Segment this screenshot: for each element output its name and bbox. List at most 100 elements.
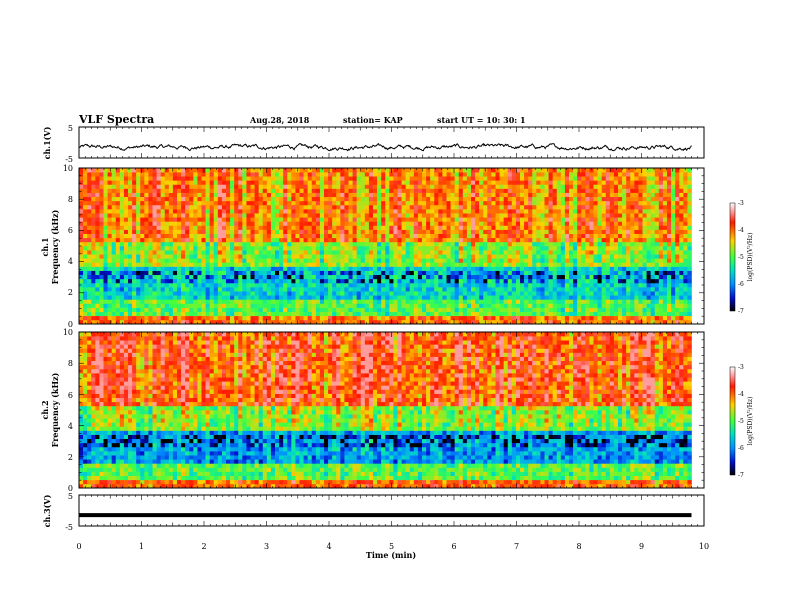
spectrogram-cell <box>397 262 402 267</box>
spectrogram-cell <box>679 295 684 300</box>
spectrogram-cell <box>483 204 488 210</box>
spectrogram-cell <box>168 237 174 243</box>
spectrogram-cell <box>675 274 680 280</box>
spectrogram-cell <box>613 287 619 292</box>
spectrogram-cell <box>438 209 443 214</box>
spectrogram-cell <box>569 266 574 271</box>
spectrogram-cell <box>683 237 688 243</box>
spectrogram-cell <box>328 311 333 317</box>
spectrogram-cell <box>152 246 157 251</box>
spectrogram-cell <box>148 196 153 202</box>
spectrogram-cell <box>511 209 517 214</box>
spectrogram-cell <box>205 274 210 280</box>
spectrogram-cell <box>364 270 370 276</box>
spectrogram-cell <box>107 303 112 308</box>
spectrogram-cell <box>593 291 598 296</box>
spectrogram-cell <box>401 287 406 292</box>
spectrogram-cell <box>560 282 566 288</box>
spectrogram-cell <box>364 250 370 255</box>
spectrogram-cell <box>299 266 304 271</box>
spectrogram-cell <box>295 225 300 230</box>
spectrogram-cell <box>564 266 570 271</box>
spectrogram-cell <box>91 258 96 263</box>
spectrogram-cell <box>201 266 206 271</box>
spectrogram-cell <box>564 246 570 251</box>
spectrogram-cell <box>524 266 529 271</box>
spectrogram-cell <box>434 307 439 312</box>
spectrogram-cell <box>262 213 268 218</box>
spectrogram-cell <box>503 200 509 206</box>
spectrogram-cell <box>422 229 427 234</box>
spectrogram-cell <box>577 262 582 267</box>
spectrogram-cell <box>172 266 178 271</box>
spectrogram-cell <box>389 225 394 230</box>
spectrogram-cell <box>103 270 108 276</box>
spectrogram-cell <box>242 303 247 308</box>
spectrogram-cell <box>662 311 668 317</box>
spectrogram-cell <box>262 254 268 259</box>
spectrogram-cell <box>442 307 447 312</box>
spectrogram-cell <box>258 192 264 198</box>
spectrogram-cell <box>201 311 206 317</box>
spectrogram-cell <box>287 262 292 267</box>
spectrogram-cell <box>405 258 411 263</box>
spectrogram-cell <box>552 200 558 206</box>
spectrogram-cell <box>99 266 104 271</box>
spectrogram-cell <box>548 192 553 198</box>
spectrogram-cell <box>556 209 562 214</box>
spectrogram-cell <box>368 311 374 317</box>
spectrogram-cell <box>618 303 623 308</box>
spectrogram-cell <box>344 192 349 198</box>
spectrogram-cell <box>507 192 513 198</box>
spectrogram-cell <box>540 311 545 317</box>
spectrogram-cell <box>446 196 451 202</box>
spectrogram-cell <box>556 274 562 280</box>
spectrogram-cell <box>658 307 664 312</box>
spectrogram-cell <box>458 295 464 300</box>
spectrogram-cell <box>597 200 602 206</box>
spectrogram-cell <box>303 315 308 321</box>
spectrogram-cell <box>352 262 357 267</box>
spectrogram-cell <box>393 237 398 243</box>
spectrogram-cell <box>524 213 529 218</box>
spectrogram-cell <box>246 295 251 300</box>
spectrogram-cell <box>560 274 566 280</box>
spectrogram-cell <box>266 278 272 284</box>
spectrogram-cell <box>123 307 129 312</box>
spectrogram-cell <box>156 262 161 267</box>
spectrogram-cell <box>622 237 627 243</box>
spectrogram-cell <box>454 262 460 267</box>
spectrogram-cell <box>385 278 390 284</box>
spectrogram-cell <box>95 237 100 243</box>
spectrogram-cell <box>503 307 509 312</box>
spectrogram-cell <box>172 311 178 317</box>
spectrogram-cell <box>658 311 664 317</box>
spectrogram-cell <box>389 192 394 198</box>
spectrogram-cell <box>340 254 345 259</box>
spectrogram-cell <box>609 196 615 202</box>
spectrogram-cell <box>230 270 235 276</box>
spectrogram-cell <box>283 287 288 292</box>
spectrogram-cell <box>132 241 137 247</box>
spectrogram-cell <box>499 233 504 239</box>
spectrogram-cell <box>144 311 149 317</box>
spectrogram-cell <box>364 246 370 251</box>
spectrogram-cell <box>654 209 660 214</box>
spectrogram-cell <box>193 287 198 292</box>
spectrogram-cell <box>287 299 292 304</box>
spectrogram-cell <box>87 209 92 214</box>
spectrogram-cell <box>581 307 586 312</box>
spectrogram-cell <box>287 315 292 321</box>
spectrogram-cell <box>601 303 607 308</box>
spectrogram-cell <box>250 233 255 239</box>
spectrogram-cell <box>503 196 509 202</box>
spectrogram-cell <box>185 225 190 230</box>
spectrogram-cell <box>254 221 259 226</box>
spectrogram-cell <box>385 237 390 243</box>
spectrogram-cell <box>238 254 243 259</box>
spectrogram-cell <box>564 221 570 226</box>
spectrogram-cell <box>91 241 96 247</box>
spectrogram-cell <box>577 319 582 325</box>
spectrogram-cell <box>601 192 607 198</box>
spectrogram-cell <box>683 250 688 255</box>
